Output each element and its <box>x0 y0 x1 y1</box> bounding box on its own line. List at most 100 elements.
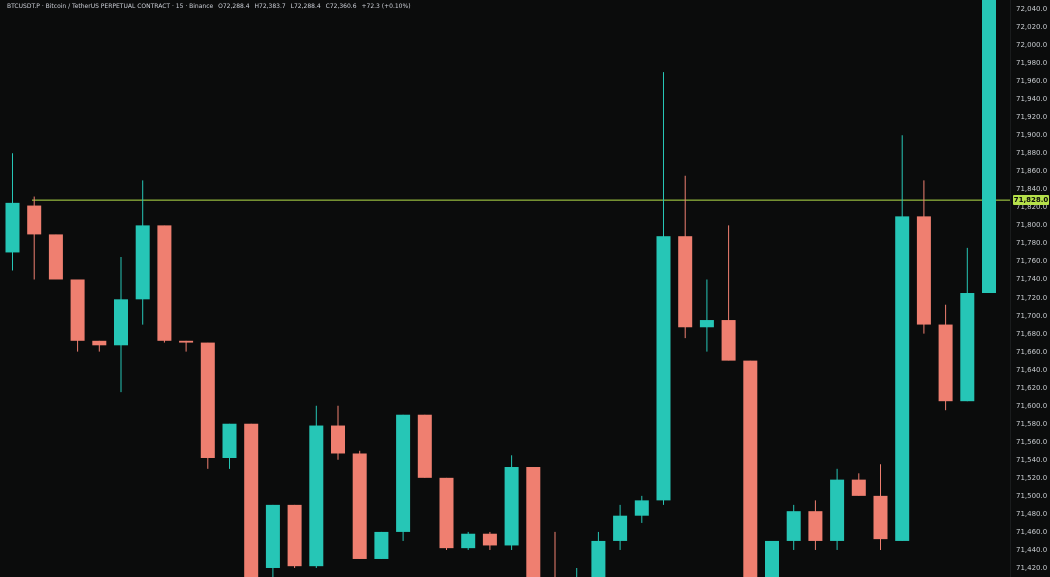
candle[interactable] <box>570 567 584 577</box>
price-tick-label: 71,780.0 <box>1016 239 1048 248</box>
candle-body-down <box>721 320 736 361</box>
price-tick-label: 71,640.0 <box>1016 365 1048 374</box>
candle-body-down <box>916 216 931 325</box>
candle[interactable] <box>721 225 736 361</box>
symbol-label[interactable]: BTCUSDT.P · Bitcoin / TetherUS PERPETUAL… <box>7 3 214 10</box>
candle[interactable] <box>309 405 324 568</box>
candle[interactable] <box>135 180 150 325</box>
candle[interactable] <box>244 423 259 577</box>
candle-body-up <box>374 531 389 559</box>
candle[interactable] <box>982 0 996 294</box>
price-tick-label: 71,980.0 <box>1016 59 1048 68</box>
candle[interactable] <box>504 455 519 550</box>
candle-body-down <box>851 479 866 496</box>
candle-body-up <box>504 467 519 546</box>
candle[interactable] <box>482 531 497 550</box>
candle-body-up <box>982 0 996 294</box>
candle[interactable] <box>765 540 779 577</box>
candle-body-down <box>331 425 345 454</box>
candle[interactable] <box>548 531 562 577</box>
candle[interactable] <box>48 234 63 280</box>
candle-body-down <box>808 511 823 541</box>
price-tick-label: 71,620.0 <box>1016 383 1048 392</box>
current-price-tag: 71,828.0 <box>1013 195 1049 206</box>
ohlc-change: +72.3 (+0.10%) <box>361 3 411 10</box>
candle[interactable] <box>526 467 541 577</box>
price-tick-label: 71,460.0 <box>1016 527 1048 536</box>
chart-header: BTCUSDT.P · Bitcoin / TetherUS PERPETUAL… <box>7 3 414 10</box>
candle[interactable] <box>678 175 693 339</box>
candle[interactable] <box>200 342 215 469</box>
candle[interactable] <box>439 477 454 550</box>
price-axis[interactable]: 71,420.0 71,440.0 71,460.0 71,480.0 71,500.0… <box>1010 0 1050 577</box>
candle[interactable] <box>699 279 714 352</box>
candle[interactable] <box>591 531 606 577</box>
candle[interactable] <box>157 225 172 343</box>
candle[interactable] <box>916 180 931 334</box>
candle[interactable] <box>287 504 302 568</box>
candle[interactable] <box>830 468 845 550</box>
price-tick-label: 71,600.0 <box>1016 401 1048 410</box>
candle-body-down <box>287 504 302 567</box>
price-tick-label: 71,440.0 <box>1016 545 1048 554</box>
candle-body-up <box>396 414 411 532</box>
ohlc-low: L72,288.4 <box>290 3 321 10</box>
candle[interactable] <box>895 135 910 541</box>
candle[interactable] <box>938 304 953 411</box>
candle[interactable] <box>461 531 476 550</box>
price-tick-label: 71,580.0 <box>1016 419 1048 428</box>
candle[interactable] <box>352 450 367 559</box>
candle-body-down <box>48 234 63 280</box>
candle[interactable] <box>786 504 801 550</box>
candle[interactable] <box>265 504 280 577</box>
candle[interactable] <box>374 531 389 559</box>
candle-body-down <box>417 414 432 478</box>
candle[interactable] <box>808 500 823 550</box>
candle-body-up <box>895 216 910 541</box>
price-tick-label: 71,760.0 <box>1016 257 1048 266</box>
candle[interactable] <box>396 414 411 541</box>
candle-body-down <box>938 324 953 402</box>
candle[interactable] <box>5 153 20 271</box>
candle[interactable] <box>634 495 649 523</box>
candle-body-down <box>200 342 215 458</box>
candle-body-down <box>352 453 367 559</box>
candle-body-up <box>656 236 671 501</box>
candle-body-down <box>70 279 85 341</box>
candle[interactable] <box>656 72 671 505</box>
candle[interactable] <box>331 405 345 460</box>
candle[interactable] <box>114 256 128 393</box>
ohlc-high: H72,383.7 <box>254 3 286 10</box>
candlestick-chart[interactable] <box>0 0 1010 577</box>
candle[interactable] <box>960 247 975 402</box>
candle[interactable] <box>417 414 432 478</box>
price-tick-label: 71,480.0 <box>1016 509 1048 518</box>
candle-body-up <box>634 500 649 516</box>
price-tick-label: 72,000.0 <box>1016 41 1048 50</box>
price-tick-label: 71,860.0 <box>1016 167 1048 176</box>
candle[interactable] <box>743 360 758 577</box>
chart-area[interactable] <box>0 0 1010 577</box>
candle[interactable] <box>27 196 42 280</box>
candle-body-up <box>699 320 714 328</box>
candle-body-down <box>439 477 454 549</box>
candle-body-up <box>461 533 476 549</box>
candle-body-up <box>591 540 606 577</box>
candle-body-up <box>5 202 20 253</box>
price-tick-label: 71,560.0 <box>1016 437 1048 446</box>
price-tick-label: 71,800.0 <box>1016 221 1048 230</box>
candle[interactable] <box>92 340 107 352</box>
candle[interactable] <box>179 340 194 352</box>
candle[interactable] <box>873 464 888 550</box>
candle[interactable] <box>70 279 85 352</box>
candle-body-down <box>244 423 259 577</box>
price-tick-label: 71,680.0 <box>1016 329 1048 338</box>
candle[interactable] <box>613 504 628 550</box>
candle-body-up <box>265 504 280 568</box>
ohlc-open: O72,288.4 <box>218 3 250 10</box>
candle[interactable] <box>851 473 866 496</box>
candle-body-up <box>960 293 975 402</box>
candle-body-up <box>613 515 628 541</box>
candle[interactable] <box>222 423 237 469</box>
candle-body-down <box>526 467 541 577</box>
